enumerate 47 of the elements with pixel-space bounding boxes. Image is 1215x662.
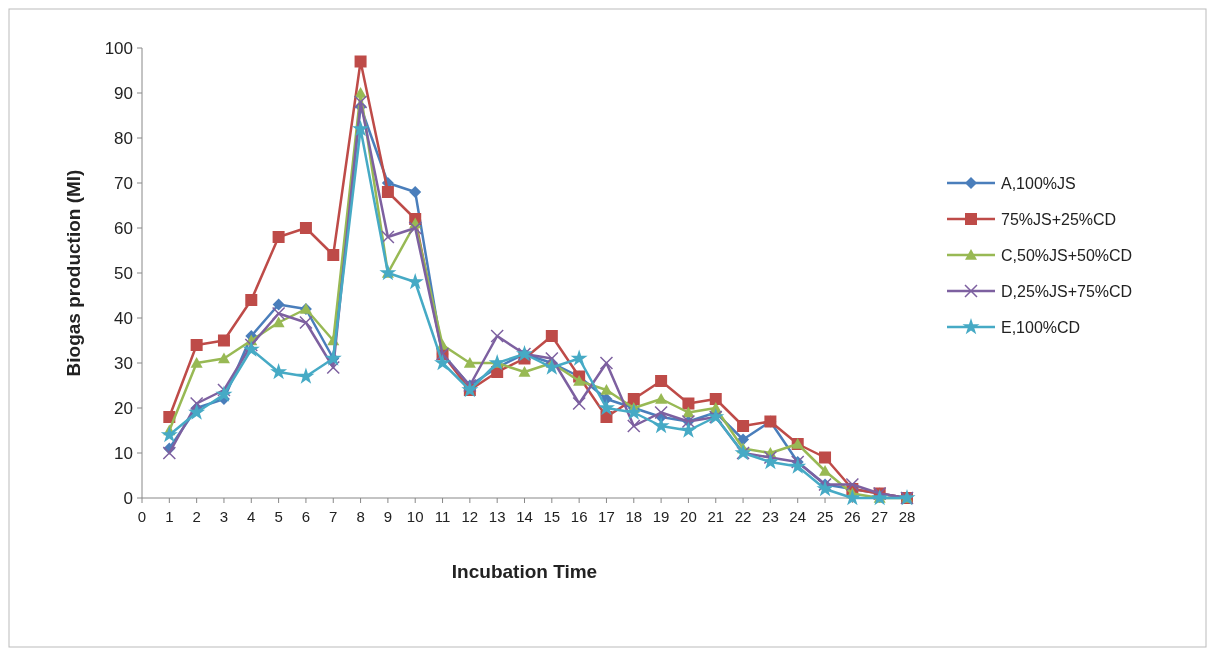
y-tick-label: 50	[114, 263, 133, 283]
x-tick-label: 3	[219, 508, 229, 525]
y-tick-label: 10	[114, 443, 133, 463]
x-tick-label: 11	[434, 508, 451, 525]
x-tick-label: 25	[816, 508, 834, 525]
legend-label: 75%JS+25%CD	[1001, 210, 1117, 228]
x-tick-label: 16	[570, 508, 588, 525]
x-tick-label: 21	[707, 508, 725, 525]
x-tick-label: 22	[734, 508, 752, 525]
y-tick-label: 40	[114, 308, 133, 328]
y-tick-label: 60	[114, 218, 133, 238]
x-tick-label: 5	[274, 508, 283, 525]
y-tick-label: 80	[114, 128, 133, 148]
x-tick-label: 0	[137, 508, 147, 525]
x-tick-label: 27	[871, 508, 889, 525]
x-tick-label: 14	[516, 508, 533, 525]
legend-label: D,25%JS+75%CD	[1001, 282, 1133, 300]
x-tick-label: 18	[625, 508, 643, 525]
x-tick-label: 1	[165, 508, 174, 525]
x-tick-label: 12	[461, 508, 479, 525]
x-tick-label: 4	[247, 508, 256, 525]
x-tick-label: 23	[762, 508, 779, 525]
legend-label: E,100%CD	[1001, 318, 1081, 336]
x-tick-label: 6	[301, 508, 311, 525]
x-axis-title: Incubation Time	[451, 561, 598, 582]
x-tick-label: 8	[356, 508, 365, 525]
x-tick-label: 17	[598, 508, 615, 525]
x-tick-label: 10	[406, 508, 424, 525]
x-tick-label: 2	[192, 508, 201, 525]
y-tick-label: 30	[114, 353, 133, 373]
y-tick-label: 0	[123, 488, 133, 508]
x-tick-label: 15	[543, 508, 561, 525]
y-tick-label: 20	[114, 398, 133, 418]
x-tick-label: 28	[898, 508, 916, 525]
x-tick-label: 13	[488, 508, 506, 525]
x-tick-label: 20	[680, 508, 697, 525]
x-tick-label: 19	[652, 508, 670, 525]
y-tick-label: 100	[104, 38, 133, 58]
y-tick-label: 70	[114, 173, 133, 193]
y-axis-title: Biogas production (Ml)	[63, 169, 84, 377]
legend-label: C,50%JS+50%CD	[1001, 246, 1133, 264]
x-tick-label: 9	[383, 508, 393, 525]
x-tick-label: 26	[844, 508, 861, 525]
x-tick-label: 24	[789, 508, 807, 525]
legend-label: A,100%JS	[1001, 174, 1076, 192]
x-tick-label: 7	[329, 508, 338, 525]
y-tick-label: 90	[114, 83, 133, 103]
